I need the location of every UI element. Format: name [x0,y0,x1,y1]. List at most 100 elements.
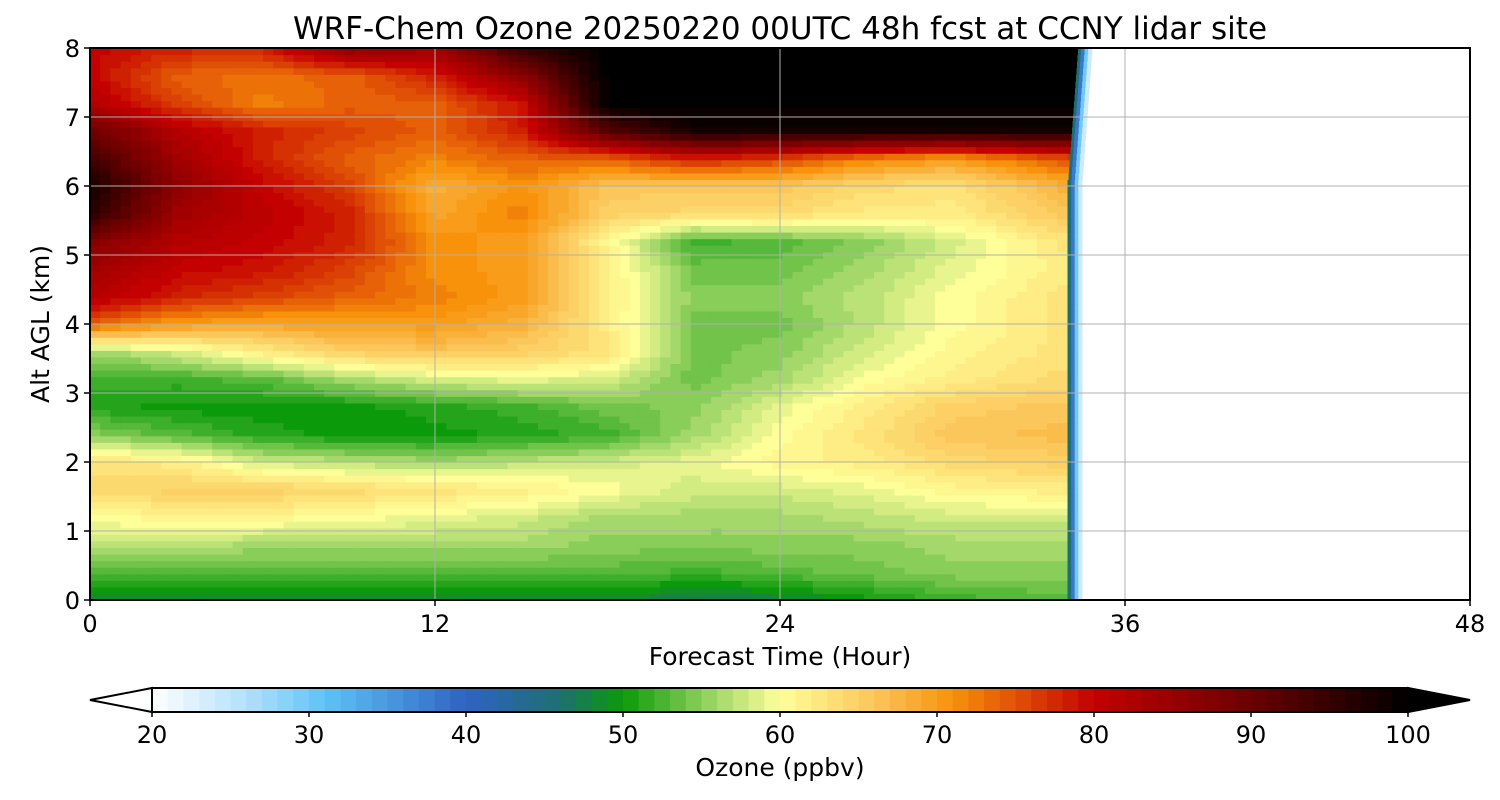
ozone-cell [314,317,325,325]
ozone-cell [599,284,610,292]
ozone-cell [436,508,447,516]
ozone-cell [242,586,254,595]
ozone-cell [140,278,152,286]
ozone-cell [436,383,447,391]
ozone-cell [823,534,834,542]
ozone-cell [1026,409,1038,417]
ozone-cell [792,508,804,516]
ozone-cell [120,258,132,266]
ozone-cell [222,540,234,549]
ozone-cell [130,396,142,404]
ozone-cell [945,448,957,457]
ozone-cell [721,416,733,424]
ozone-cell [986,396,997,404]
ozone-cell [273,475,285,483]
ozone-cell [1057,573,1069,581]
ozone-cell [741,455,753,463]
ozone-cell [670,343,682,351]
ozone-cell [711,402,722,411]
ozone-cell [1026,462,1038,470]
ozone-cell [212,514,223,522]
ozone-cell [161,356,173,365]
ozone-cell [538,554,549,562]
ozone-cell [558,370,570,378]
ozone-cell [110,540,122,549]
ozone-cell [945,422,957,430]
ozone-cell [884,494,895,503]
ozone-cell [568,462,580,470]
ozone-cell [273,501,285,509]
ozone-cell [283,422,295,430]
ozone-cell [273,324,285,332]
ozone-cell [151,554,162,562]
ozone-cell [904,455,916,463]
ozone-cell [1036,396,1048,404]
ozone-cell [619,514,631,522]
ozone-cell [191,297,203,305]
ozone-cell [232,462,244,470]
ozone-cell [446,586,458,595]
ozone-cell [670,540,682,549]
ozone-cell [772,297,783,305]
ozone-cell [476,402,488,411]
ozone-cell [863,304,875,312]
ozone-cell [354,297,366,305]
ozone-cell [181,534,193,542]
ozone-cell [670,310,682,319]
ozone-cell [1016,363,1028,371]
ozone-cell [782,580,794,588]
ozone-cell [588,462,600,470]
ozone-cell [711,337,722,345]
ozone-cell [639,481,651,489]
ozone-cell [395,402,407,411]
ozone-cell [517,297,529,305]
ozone-cell [1006,370,1018,378]
ozone-cell [426,370,437,378]
ozone-cell [741,567,753,575]
ozone-cell [466,297,478,305]
ozone-cell [588,330,600,338]
ozone-cell [751,521,763,529]
ozone-cell [629,540,641,549]
ozone-cell [853,416,865,424]
ozone-cell [283,356,295,365]
ozone-cell [609,514,621,522]
ozone-cell [1036,435,1048,443]
ozone-cell [711,284,722,292]
ozone-cell [191,534,203,542]
ozone-cell [344,264,356,273]
ozone-cell [894,337,906,345]
ozone-cell [1057,310,1069,319]
ozone-cell [558,534,570,542]
ozone-cell [130,442,142,450]
ozone-cell [120,291,132,299]
ozone-cell [202,540,213,549]
ozone-cell [344,271,356,279]
ozone-cell [884,540,895,549]
ozone-cell [680,396,692,404]
ozone-cell [426,462,437,470]
ozone-cell [375,501,386,509]
ozone-cell [110,481,122,489]
ozone-cell [110,376,122,384]
ozone-cell [527,554,539,562]
ozone-cell [405,586,417,595]
ozone-cell [690,494,702,503]
ozone-cell [935,370,946,378]
ozone-cell [863,409,875,417]
ozone-cell [935,501,946,509]
ozone-cell [812,567,824,575]
ozone-cell [375,402,386,411]
ozone-cell [619,409,631,417]
ozone-cell [476,350,488,358]
ozone-cell [1026,534,1038,542]
ozone-cell [639,258,651,266]
ozone-cell [935,356,946,365]
ozone-cell [874,580,885,588]
ozone-cell [996,475,1007,483]
ozone-cell [863,534,875,542]
ozone-cell [894,540,906,549]
ozone-cell [487,554,498,562]
ozone-cell [1047,468,1058,476]
ozone-cell [324,264,335,273]
